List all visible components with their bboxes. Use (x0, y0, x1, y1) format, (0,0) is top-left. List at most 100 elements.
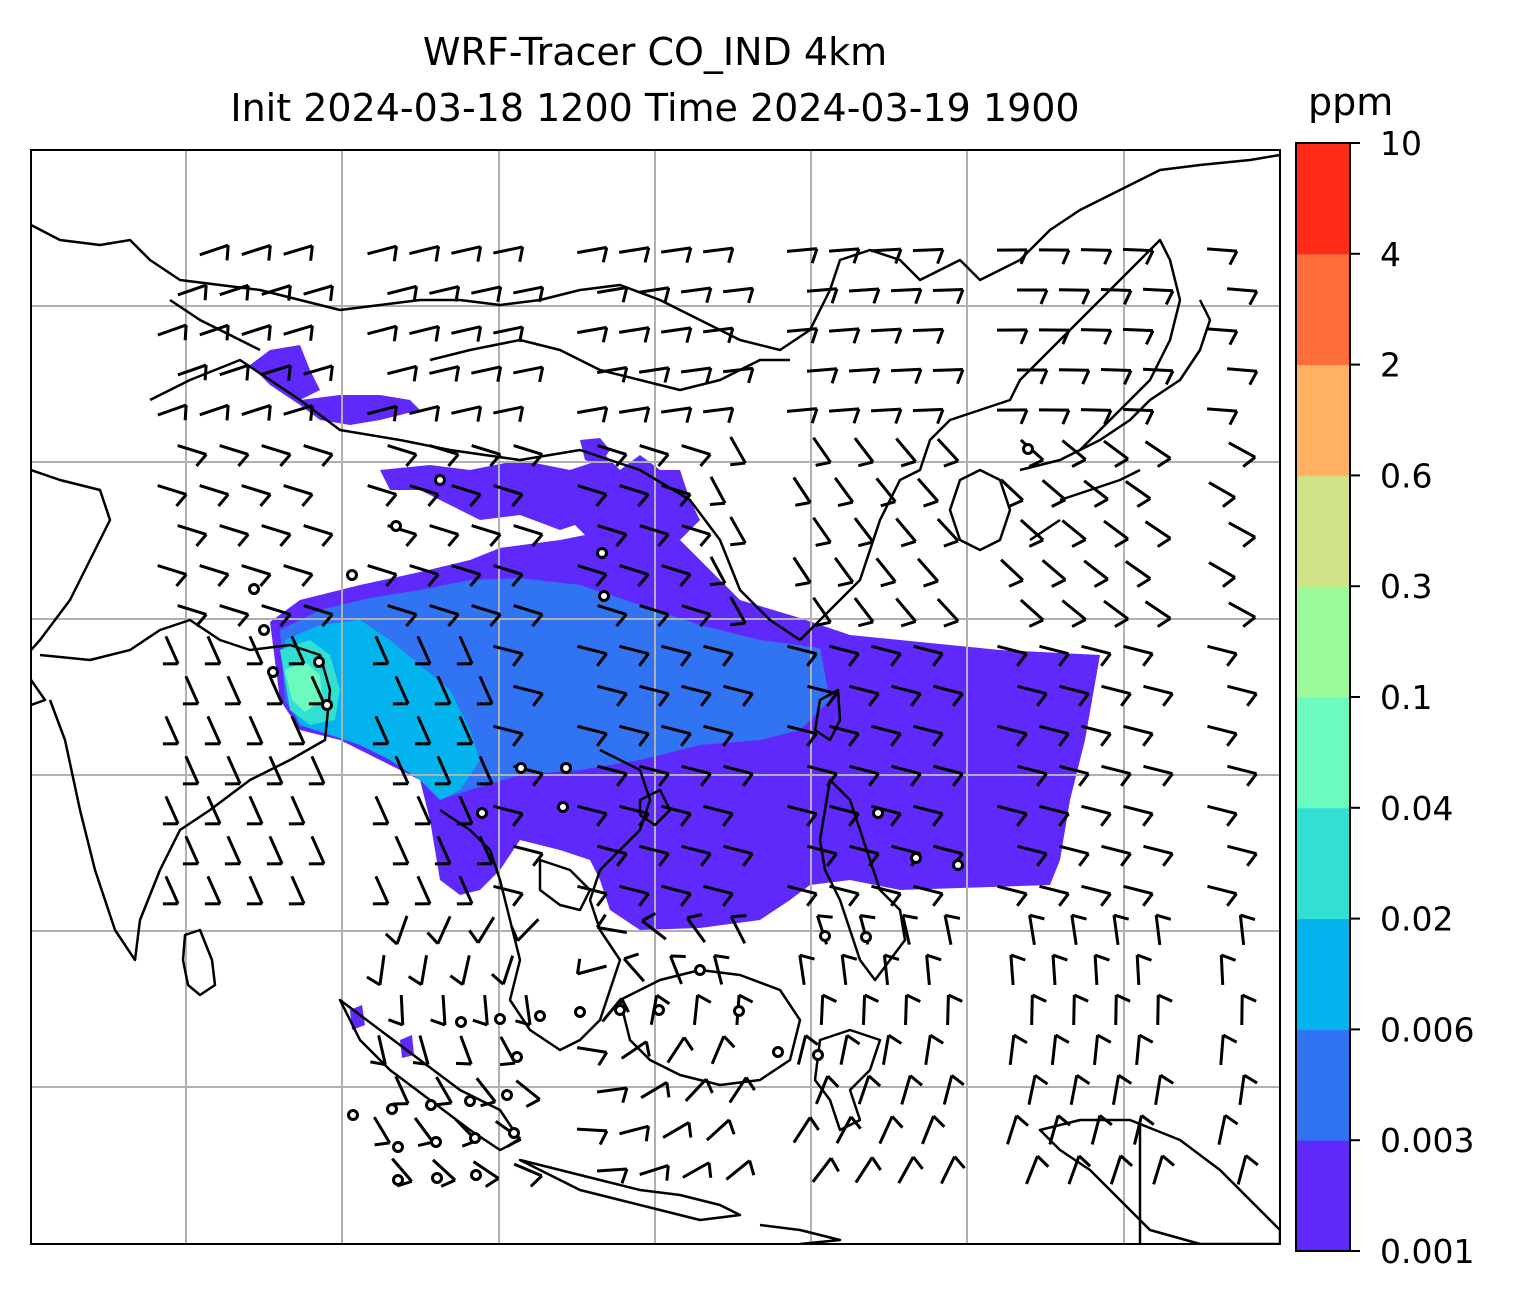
wind-barb (303, 364, 334, 382)
wind-barb (1206, 247, 1239, 266)
wind-barb (1208, 561, 1236, 588)
calm-wind-marker (258, 624, 270, 636)
wind-barb (157, 323, 188, 341)
colorbar-segment (1296, 253, 1350, 366)
calm-wind-marker (574, 1006, 586, 1018)
wind-barb (451, 405, 483, 422)
wind-barb (1208, 481, 1236, 508)
wind-barb (577, 804, 608, 827)
wind-barb (1144, 600, 1172, 628)
wind-barb (786, 247, 819, 264)
wind-barb (372, 875, 390, 906)
wind-barb (723, 684, 754, 707)
wind-barb (1101, 684, 1132, 707)
wind-barb (475, 1077, 497, 1108)
wind-barb (890, 287, 923, 305)
wind-barb (204, 795, 222, 826)
wind-barb (709, 556, 727, 587)
wind-barb (661, 724, 692, 747)
wind-barb (392, 1075, 410, 1106)
wind-barb (182, 675, 200, 706)
colorbar-tick-label: 2 (1380, 346, 1401, 385)
wind-barb (219, 604, 250, 628)
colorbar: 0.001 0.003 0.006 0.02 0.04 0.1 0.3 0.6 2 4 10 (1295, 124, 1474, 1271)
wind-barb (904, 993, 921, 1026)
wind-barb (685, 913, 707, 944)
wind-barb (921, 1114, 946, 1145)
wind-barb (283, 244, 314, 262)
wind-barb (434, 675, 452, 706)
wind-barb (199, 564, 230, 588)
colorbar-segment (1296, 1029, 1350, 1141)
coastline-japan (1019, 299, 1212, 542)
wind-barb (162, 795, 180, 826)
wind-barb (224, 755, 242, 786)
wind-barb (204, 875, 222, 906)
wind-barb (709, 476, 727, 507)
wind-barb (729, 436, 747, 467)
calm-wind-marker (248, 583, 260, 595)
wind-barb (219, 524, 250, 548)
wind-barb (871, 884, 902, 907)
wind-barb (681, 524, 712, 548)
coastline-java (518, 1158, 742, 1222)
wind-barb (680, 366, 713, 384)
wind-barb (513, 604, 544, 628)
wind-barb (849, 684, 880, 707)
wind-barb (435, 1076, 453, 1107)
map-frame (30, 149, 1281, 1245)
calm-wind-marker (321, 699, 333, 711)
wind-barb (829, 804, 860, 827)
wind-barb (916, 477, 940, 508)
wind-barb (1061, 439, 1087, 468)
wind-barb (429, 285, 461, 302)
coastline-philippines (818, 778, 907, 982)
wind-barb (639, 684, 670, 707)
wind-barb (177, 524, 208, 548)
wind-barb (387, 444, 418, 468)
wind-barb (1039, 644, 1070, 667)
wind-barb (182, 755, 200, 786)
wind-barb (1207, 644, 1238, 667)
wind-barb (900, 1074, 923, 1105)
wind-barb (407, 954, 428, 987)
wind-barb (849, 844, 880, 867)
wind-barb (451, 484, 482, 508)
wind-barb (1238, 1073, 1258, 1106)
wind-barb (640, 1080, 671, 1100)
wind-barb (891, 764, 922, 787)
wind-barb (1156, 993, 1173, 1026)
colorbar-tick-label: 0.02 (1380, 900, 1453, 939)
wind-barb (513, 524, 544, 548)
wind-barb (681, 684, 712, 707)
wind-barb (576, 245, 609, 263)
wind-barb (597, 844, 628, 867)
wind-barb (409, 244, 441, 262)
wind-barb (1038, 248, 1071, 265)
wind-barb (241, 484, 272, 508)
wind-barb (828, 407, 861, 424)
wind-barb (680, 286, 713, 304)
wind-barb (1207, 724, 1238, 747)
wind-barb (493, 325, 525, 343)
wind-barb (429, 524, 460, 548)
wind-barb (705, 1118, 736, 1142)
calm-wind-marker (694, 964, 706, 976)
calm-wind-marker (910, 852, 922, 864)
wind-barb (1038, 408, 1071, 425)
wind-barb (807, 684, 838, 707)
wind-barb (266, 755, 284, 786)
wind-barb (681, 444, 712, 468)
wind-barb (829, 724, 860, 747)
wind-barb (1207, 884, 1238, 907)
wind-barb (451, 325, 483, 342)
wind-barb (266, 835, 284, 866)
wind-barb (456, 795, 474, 826)
wind-barb (1081, 804, 1112, 827)
wind-barb (224, 675, 242, 706)
wind-barb (853, 437, 875, 468)
wind-barb (901, 913, 918, 945)
calm-wind-marker (476, 807, 488, 819)
calm-wind-marker (511, 1051, 523, 1063)
wind-barb (619, 1124, 650, 1142)
